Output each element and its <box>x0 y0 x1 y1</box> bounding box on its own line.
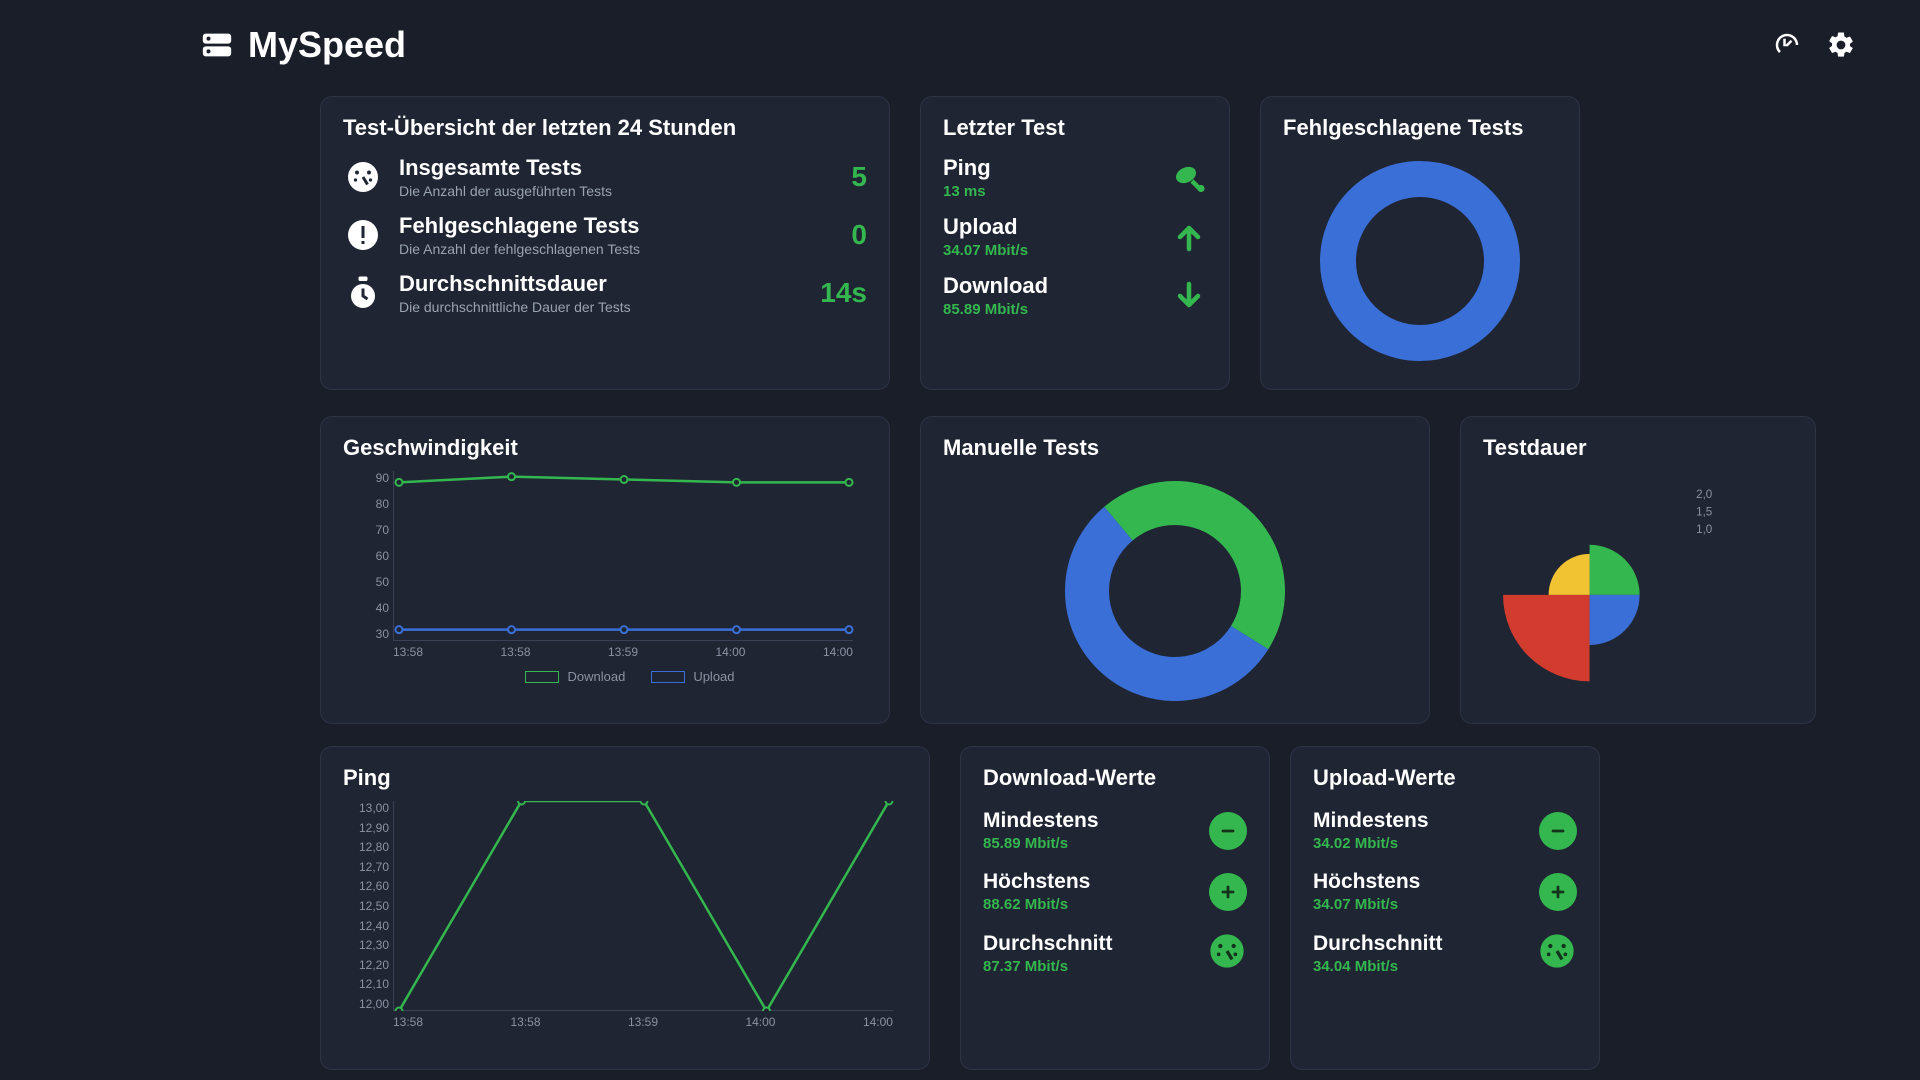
card-title: Upload-Werte <box>1313 765 1577 791</box>
card-upload-values: Upload-Werte Mindestens 34.02 Mbit/s Höch… <box>1290 746 1600 1070</box>
card-speed-chart: Geschwindigkeit 9080706050403013:5813:58… <box>320 416 890 724</box>
value-row-avg: Durchschnitt 87.37 Mbit/s <box>983 931 1247 976</box>
card-download-values: Download-Werte Mindestens 85.89 Mbit/s Hö… <box>960 746 1270 1070</box>
row-sublabel: Die Anzahl der ausgeführten Tests <box>399 183 612 199</box>
row-value: 14s <box>820 277 867 309</box>
card-title: Test-Übersicht der letzten 24 Stunden <box>343 115 867 141</box>
card-test-duration: Testdauer 2,0 1,5 1,0 <box>1460 416 1816 724</box>
row-value: 5 <box>851 161 867 193</box>
row-value: 34.02 Mbit/s <box>1313 835 1429 852</box>
alert-icon <box>343 215 383 255</box>
app-title: MySpeed <box>248 24 406 66</box>
gauge-icon <box>1207 931 1247 976</box>
row-label: Insgesamte Tests <box>399 155 612 181</box>
gear-icon[interactable] <box>1826 30 1856 60</box>
row-value: 34.07 Mbit/s <box>1313 896 1420 913</box>
card-latest-test: Letzter Test Ping 13 ms Upload 34.07 Mbit/… <box>920 96 1230 390</box>
card-manual-tests: Manuelle Tests <box>920 416 1430 724</box>
stopwatch-icon <box>343 273 383 313</box>
latest-row-download: Download 85.89 Mbit/s <box>943 273 1207 318</box>
row-value: 85.89 Mbit/s <box>943 301 1048 318</box>
row-label: Ping <box>943 155 991 181</box>
speed-line-chart: 9080706050403013:5813:5813:5914:0014:00D… <box>393 471 867 684</box>
row-value: 85.89 Mbit/s <box>983 835 1099 852</box>
overview-row: Fehlgeschlagene Tests Die Anzahl der fehl… <box>343 213 867 257</box>
app-header: MySpeed <box>0 0 1920 66</box>
card-title: Testdauer <box>1483 435 1793 461</box>
row-value: 88.62 Mbit/s <box>983 896 1090 913</box>
row-label: Durchschnitt <box>1313 932 1443 956</box>
gauge-icon <box>343 157 383 197</box>
plus-icon <box>1209 873 1247 911</box>
arrow-down-icon <box>1171 278 1207 314</box>
row-label: Upload <box>943 214 1028 240</box>
row-sublabel: Die Anzahl der fehlgeschlagenen Tests <box>399 241 640 257</box>
duration-polar-chart: 2,0 1,5 1,0 <box>1483 481 1793 701</box>
row-value: 34.04 Mbit/s <box>1313 958 1443 975</box>
row-label: Durchschnittsdauer <box>399 271 631 297</box>
value-row-avg: Durchschnitt 34.04 Mbit/s <box>1313 931 1577 976</box>
row-label: Höchstens <box>1313 870 1420 894</box>
row-value: 13 ms <box>943 183 991 200</box>
row-sublabel: Die durchschnittliche Dauer der Tests <box>399 299 631 315</box>
overview-row: Durchschnittsdauer Die durchschnittliche … <box>343 271 867 315</box>
card-ping-chart: Ping 13,0012,9012,8012,7012,6012,5012,40… <box>320 746 930 1070</box>
ping-icon <box>1171 160 1207 196</box>
latest-row-ping: Ping 13 ms <box>943 155 1207 200</box>
row-label: Fehlgeschlagene Tests <box>399 213 640 239</box>
arrow-up-icon <box>1171 219 1207 255</box>
row-label: Mindestens <box>1313 809 1429 833</box>
svg-text:1,5: 1,5 <box>1696 505 1712 518</box>
svg-text:2,0: 2,0 <box>1696 488 1712 501</box>
row-label: Mindestens <box>983 809 1099 833</box>
value-row-max: Höchstens 88.62 Mbit/s <box>983 870 1247 913</box>
manual-donut-chart <box>1065 481 1285 701</box>
value-row-max: Höchstens 34.07 Mbit/s <box>1313 870 1577 913</box>
ping-line-chart: 13,0012,9012,8012,7012,6012,5012,4012,30… <box>393 801 907 1029</box>
row-value: 34.07 Mbit/s <box>943 242 1028 259</box>
failed-donut-chart <box>1320 161 1520 361</box>
row-label: Download <box>943 273 1048 299</box>
minus-icon <box>1209 812 1247 850</box>
brand: MySpeed <box>200 24 406 66</box>
card-title: Manuelle Tests <box>943 435 1407 461</box>
card-title: Download-Werte <box>983 765 1247 791</box>
row-value: 0 <box>851 219 867 251</box>
value-row-min: Mindestens 34.02 Mbit/s <box>1313 809 1577 852</box>
card-title: Geschwindigkeit <box>343 435 867 461</box>
minus-icon <box>1539 812 1577 850</box>
card-title: Ping <box>343 765 907 791</box>
latest-row-upload: Upload 34.07 Mbit/s <box>943 214 1207 259</box>
card-test-overview: Test-Übersicht der letzten 24 Stunden In… <box>320 96 890 390</box>
logo-icon <box>200 28 234 62</box>
card-failed-tests: Fehlgeschlagene Tests <box>1260 96 1580 390</box>
overview-row: Insgesamte Tests Die Anzahl der ausgeführ… <box>343 155 867 199</box>
card-title: Letzter Test <box>943 115 1207 141</box>
value-row-min: Mindestens 85.89 Mbit/s <box>983 809 1247 852</box>
svg-text:1,0: 1,0 <box>1696 523 1712 536</box>
row-value: 87.37 Mbit/s <box>983 958 1113 975</box>
card-title: Fehlgeschlagene Tests <box>1283 115 1557 141</box>
row-label: Durchschnitt <box>983 932 1113 956</box>
gauge-icon <box>1537 931 1577 976</box>
row-label: Höchstens <box>983 870 1090 894</box>
dashboard-icon[interactable] <box>1772 30 1802 60</box>
plus-icon <box>1539 873 1577 911</box>
